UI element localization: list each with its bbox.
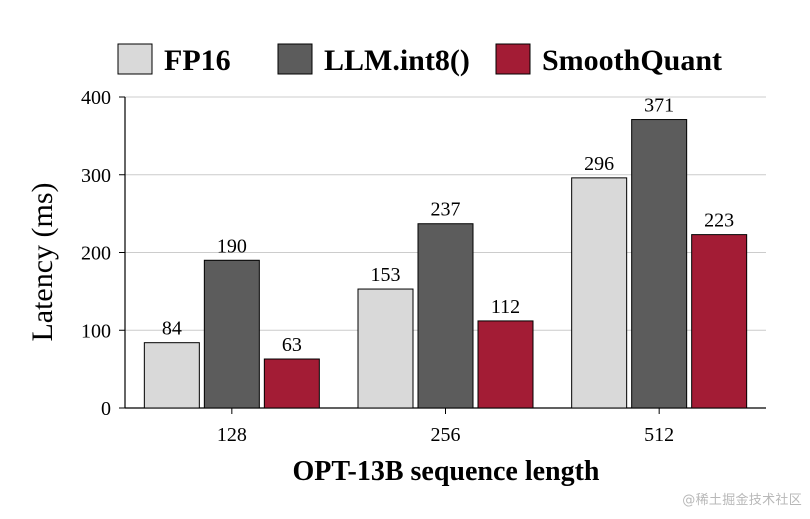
bar-fp16-256 <box>357 288 414 409</box>
legend-swatch <box>117 43 153 75</box>
legend-swatch <box>495 43 531 75</box>
watermark-text: @稀土掘金技术社区 <box>682 493 802 508</box>
legend-label: SmoothQuant <box>542 44 722 77</box>
y-tick-label: 300 <box>81 165 111 187</box>
data-label: 63 <box>282 334 302 356</box>
y-tick-label: 100 <box>81 320 111 342</box>
legend-swatch <box>277 43 313 75</box>
bar-smoothquant-512 <box>691 234 748 409</box>
bars <box>143 119 748 409</box>
x-tick-label: 512 <box>644 424 674 446</box>
x-tick-label: 128 <box>217 424 247 446</box>
x-tick-label: 256 <box>431 424 461 446</box>
data-label: 84 <box>162 318 182 340</box>
data-label: 237 <box>431 199 461 221</box>
data-label: 190 <box>217 235 247 257</box>
data-label: 112 <box>491 296 520 318</box>
y-axis-label: Latency (ms) <box>26 182 59 341</box>
legend-label: LLM.int8() <box>324 44 470 77</box>
bar-smoothquant-128 <box>263 358 320 409</box>
legend: FP16 LLM.int8() SmoothQuant <box>117 43 722 77</box>
data-label: 153 <box>371 264 401 286</box>
x-axis-label: OPT-13B sequence length <box>293 456 600 487</box>
data-labels: 84 190 63 153 237 112 296 371 223 <box>162 95 734 356</box>
legend-label: FP16 <box>164 44 231 77</box>
bar-smoothquant-256 <box>477 320 534 409</box>
y-tick-label: 400 <box>81 87 111 109</box>
data-label: 223 <box>704 210 734 232</box>
bar-fp16-128 <box>143 342 200 409</box>
data-label: 296 <box>584 153 614 175</box>
bar-llm-int8-128 <box>203 259 260 409</box>
y-tick-label: 0 <box>101 398 111 420</box>
bar-fp16-512 <box>571 177 628 409</box>
bar-llm-int8-256 <box>417 223 474 409</box>
bar-llm-int8-512 <box>631 119 688 409</box>
y-tick-label: 200 <box>81 243 111 265</box>
data-label: 371 <box>644 95 674 117</box>
